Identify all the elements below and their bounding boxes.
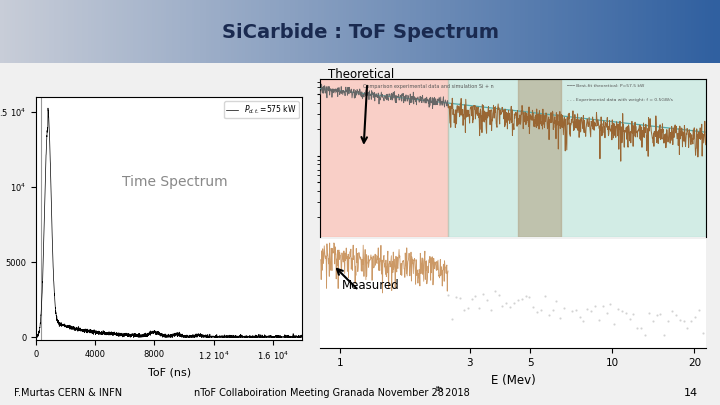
Point [535, 307, 546, 313]
Point [516, 296, 528, 303]
Text: ─── Best-fit theoretical: P=57.5 kW: ─── Best-fit theoretical: P=57.5 kW [567, 84, 644, 88]
Text: SiCarbide : ToF Spectrum: SiCarbide : ToF Spectrum [222, 23, 498, 42]
Point [566, 308, 577, 314]
Point [458, 307, 469, 314]
$P_{d.t.}$=575 kW [33, 335, 42, 340]
Text: th: th [436, 386, 443, 392]
Line: $P_{d.t.}$=575 kW: $P_{d.t.}$=575 kW [36, 108, 302, 337]
Point [481, 297, 492, 304]
Point [612, 306, 624, 313]
Point [589, 303, 600, 309]
Point [543, 311, 554, 318]
$P_{d.t.}$=575 kW [134, 334, 143, 339]
Point [693, 307, 705, 313]
Point [593, 317, 605, 323]
X-axis label: E (Mev): E (Mev) [490, 373, 536, 387]
Point [643, 310, 654, 316]
$P_{d.t.}$=575 kW [78, 328, 86, 333]
Point [504, 304, 516, 310]
Point [631, 325, 643, 331]
Point [697, 330, 708, 337]
Text: Measured: Measured [342, 279, 400, 292]
Point [539, 293, 551, 300]
Point [508, 299, 520, 306]
Point [546, 307, 558, 313]
Point [651, 312, 662, 319]
Point [577, 318, 589, 324]
Point [574, 313, 585, 320]
Point [520, 293, 531, 299]
Point [674, 317, 685, 323]
Text: Comparison experimental data and simulation Si + n: Comparison experimental data and simulat… [363, 84, 494, 89]
Point [600, 310, 612, 316]
Point [628, 311, 639, 318]
Text: nToF Collaboiration Meeting Granada November 28: nToF Collaboiration Meeting Granada Nove… [194, 388, 444, 398]
Point [489, 288, 500, 294]
Point [451, 294, 462, 300]
Point [531, 309, 543, 315]
$P_{d.t.}$=575 kW [32, 334, 40, 339]
Point [477, 291, 489, 297]
Point [558, 305, 570, 311]
Point [654, 310, 666, 317]
Point [454, 295, 466, 301]
Point [608, 321, 620, 327]
Point [446, 316, 458, 322]
Point [647, 318, 659, 324]
Point [666, 308, 678, 314]
Point [512, 296, 523, 303]
Point [469, 293, 481, 299]
Text: 2018: 2018 [442, 388, 470, 398]
Point [485, 307, 497, 313]
Text: Theoretical: Theoretical [328, 68, 394, 81]
Point [597, 303, 608, 309]
Point [585, 308, 597, 314]
$P_{d.t.}$=575 kW [44, 106, 53, 111]
Bar [518, 79, 562, 237]
Point [639, 331, 651, 338]
Point [523, 294, 535, 300]
Point [528, 304, 539, 311]
Point [670, 312, 682, 319]
Text: 14: 14 [684, 388, 698, 398]
X-axis label: ToF (ns): ToF (ns) [148, 368, 191, 378]
Point [554, 315, 566, 321]
$P_{d.t.}$=575 kW [298, 335, 307, 340]
Point [685, 318, 697, 325]
Point [662, 318, 674, 324]
$P_{d.t.}$=575 kW [264, 333, 273, 338]
Point [690, 314, 701, 320]
Point [551, 298, 562, 304]
Point [500, 299, 512, 306]
Point [492, 292, 504, 298]
$P_{d.t.}$=575 kW [293, 334, 302, 339]
Point [466, 296, 477, 302]
Text: - - - Experimental data with weight: f = 0.5GW/s: - - - Experimental data with weight: f =… [567, 98, 672, 102]
Bar [320, 79, 448, 237]
Text: F.Murtas CERN & INFN: F.Murtas CERN & INFN [14, 388, 122, 398]
Point [678, 318, 689, 324]
Point [682, 325, 693, 331]
Legend: $P_{d.t.}$=575 kW: $P_{d.t.}$=575 kW [224, 101, 299, 118]
Point [616, 308, 628, 315]
Point [659, 332, 670, 338]
Point [474, 305, 485, 311]
Bar [320, 239, 448, 348]
Point [462, 305, 474, 312]
Text: Time Spectrum: Time Spectrum [122, 175, 228, 189]
Point [624, 316, 635, 322]
Point [570, 307, 582, 313]
Point [620, 309, 631, 316]
Point [497, 303, 508, 309]
Point [605, 301, 616, 307]
$P_{d.t.}$=575 kW [62, 324, 71, 329]
Point [636, 325, 647, 332]
$P_{d.t.}$=575 kW [145, 330, 154, 335]
Point [582, 305, 593, 312]
Point [443, 292, 454, 298]
